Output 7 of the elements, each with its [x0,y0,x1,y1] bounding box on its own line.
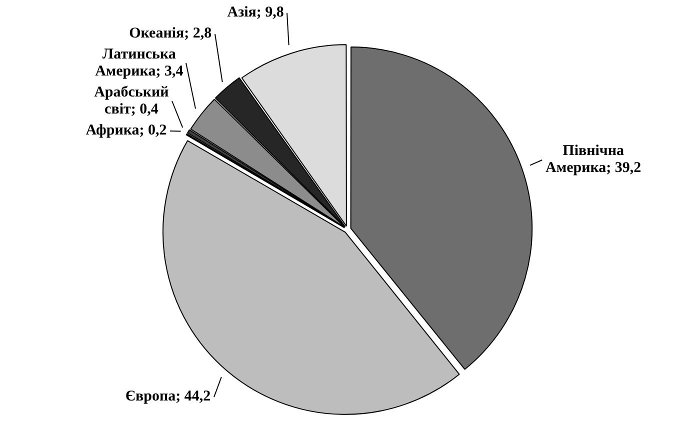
slice-label: Африка; 0,2 [86,122,167,138]
slice-label: Арабський світ; 0,4 [94,84,170,118]
slice-label: Європа; 44,2 [125,388,211,405]
slice-label: Азія; 9,8 [227,4,284,20]
slice-label: Латинська Америка; 3,4 [95,46,184,80]
slice-label: Океанія; 2,8 [129,25,212,42]
slice-label: Північна Америка; 39,2 [546,142,642,176]
